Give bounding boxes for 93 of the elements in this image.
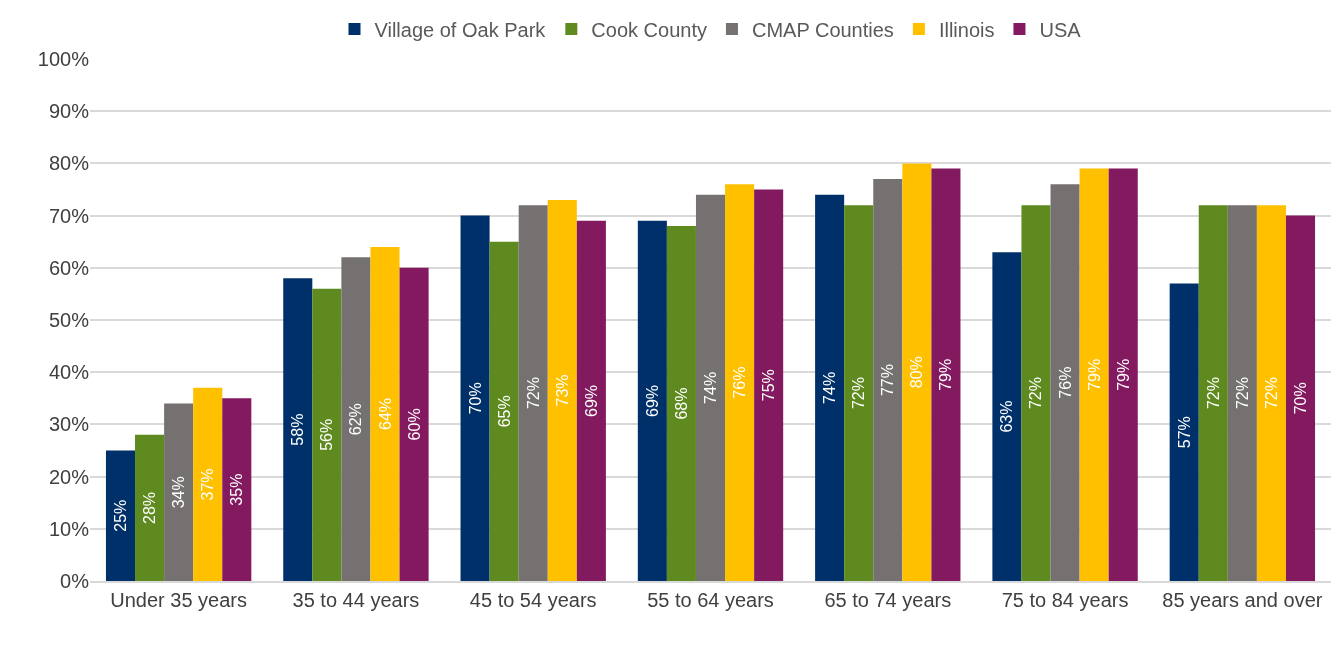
data-label: 72% [1027,377,1045,410]
y-tick-label: 20% [48,465,90,488]
x-tick-label: 35 to 44 years [292,589,420,611]
data-label: 76% [731,366,749,399]
legend-label: Illinois [938,18,995,41]
bar [1227,205,1257,581]
y-tick-label: 50% [48,309,90,331]
data-label: 34% [170,476,188,509]
bar [725,184,755,581]
bar [1169,283,1199,581]
bar [931,168,961,581]
data-label: 69% [643,384,661,417]
bar [489,241,519,581]
x-tick-label: 45 to 54 years [469,589,597,611]
data-label: 76% [1056,366,1074,399]
bar [1050,184,1080,581]
data-label: 72% [850,377,868,410]
data-label: 80% [908,356,926,389]
data-label: 68% [672,387,690,420]
bar [135,434,165,581]
data-label: 72% [1233,377,1251,410]
bar [547,199,577,581]
data-label: 74% [702,371,719,404]
data-label: 73% [553,374,571,407]
y-tick-label: 40% [48,361,90,384]
data-label: 58% [289,413,307,446]
bar [576,220,606,581]
bar [399,267,429,581]
data-label: 72% [524,377,542,410]
bar [105,450,136,581]
y-tick-label: 30% [48,413,90,436]
bar [164,403,194,581]
bar [1079,168,1109,581]
bar [873,179,903,581]
x-tick-label: Under 35 years [110,589,248,611]
data-label: 65% [495,395,513,428]
bar [460,215,490,581]
data-label: 74% [821,371,839,404]
data-label: 72% [1204,377,1222,410]
data-label: 75% [760,369,778,402]
x-tick-label: 75 to 84 years [1001,589,1129,611]
bar [222,398,252,581]
bar [844,205,874,581]
data-label: 28% [141,491,159,524]
legend-label: Cook County [591,18,707,41]
bar [518,205,548,581]
bar [341,257,371,581]
data-label: 64% [376,397,394,430]
bar [312,288,342,581]
bar [666,226,696,581]
legend-label: USA [1039,18,1082,41]
y-tick-label: 60% [48,256,90,279]
data-label: 35% [228,473,246,506]
data-label: 70% [466,382,484,415]
bar [754,189,784,581]
bar [815,194,845,581]
legend-label: Village of Oak Park [374,18,547,41]
x-tick-label: 85 years and over [1162,589,1323,611]
bar [1285,215,1316,581]
data-label: 70% [1292,382,1310,415]
data-label: 72% [1262,377,1280,410]
bar [1256,205,1286,581]
data-label: 57% [1175,416,1193,449]
data-label: 60% [405,408,423,441]
y-tick-label: 90% [48,100,90,123]
data-label: 69% [582,384,600,417]
y-tick-label: 0% [60,570,90,592]
bar [1198,205,1228,581]
bar [283,278,313,581]
bar [1021,205,1051,581]
bar [902,163,932,581]
bar [193,387,223,581]
legend-label: CMAP Counties [751,18,894,41]
data-label: 63% [998,400,1016,433]
data-label: 25% [112,499,129,532]
x-tick-label: 65 to 74 years [824,589,952,611]
y-tick-label: 70% [48,204,90,227]
data-label: 56% [318,418,336,451]
y-tick-label: 100% [37,48,90,70]
bar [370,246,400,581]
data-label: 79% [1085,358,1103,391]
y-tick-label: 10% [48,517,90,540]
bar [1108,168,1138,581]
bar [637,220,667,581]
bar [992,252,1022,581]
data-label: 79% [1114,358,1132,391]
data-label: 79% [937,358,955,391]
data-label: 37% [199,468,217,501]
data-label: 62% [347,403,365,436]
y-tick-label: 80% [48,152,90,175]
x-tick-label: 55 to 64 years [647,589,774,611]
bar [695,194,726,581]
data-label: 77% [879,364,897,397]
